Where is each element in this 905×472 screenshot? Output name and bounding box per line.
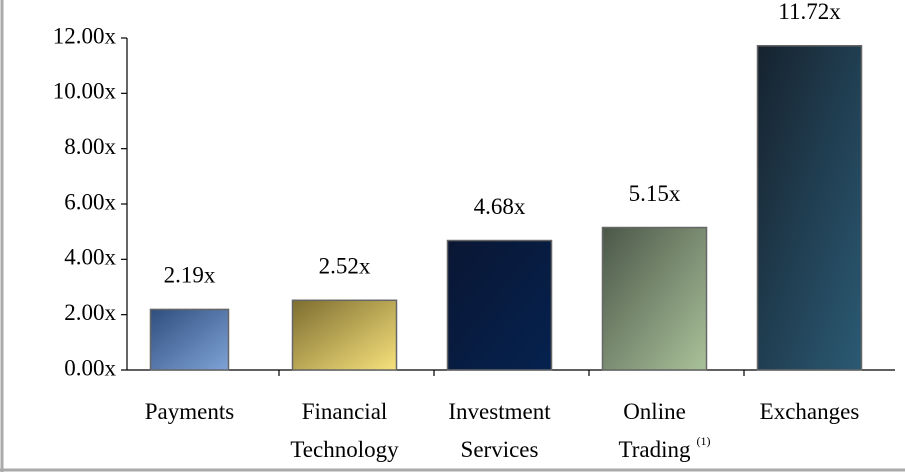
x-tick-label: Financial Technology — [290, 399, 399, 462]
y-tick-label: 0.00x — [64, 355, 116, 380]
value-label: 2.19x — [164, 263, 216, 288]
bar — [446, 239, 553, 371]
x-tick-label: Investment Services — [448, 399, 551, 462]
bar — [291, 299, 398, 371]
footnote-marker: (1) — [697, 434, 711, 448]
bar — [149, 308, 230, 371]
x-tick-label: Payments — [145, 399, 234, 424]
y-tick-label: 10.00x — [53, 79, 117, 104]
value-label: 11.72x — [778, 0, 841, 24]
y-tick-label: 8.00x — [64, 134, 116, 159]
x-tick-label: Exchanges — [760, 399, 860, 424]
value-label: 4.68x — [474, 194, 526, 219]
value-label: 5.15x — [629, 181, 681, 206]
bar — [601, 226, 708, 371]
value-label: 2.52x — [319, 254, 371, 279]
x-tick-label: Online Trading — [619, 399, 691, 462]
y-tick-label: 2.00x — [64, 300, 116, 325]
bar — [756, 44, 863, 371]
y-tick-label: 12.00x — [53, 23, 117, 48]
y-tick-label: 4.00x — [64, 245, 116, 270]
y-tick-label: 6.00x — [64, 189, 116, 214]
